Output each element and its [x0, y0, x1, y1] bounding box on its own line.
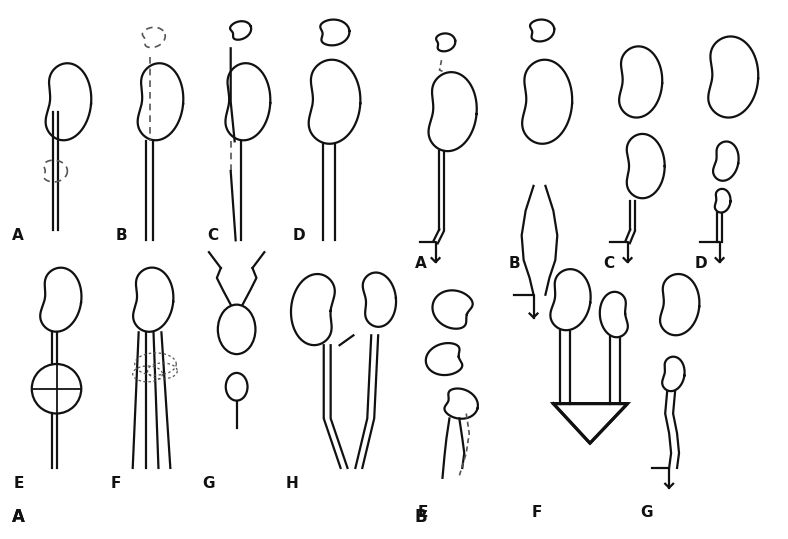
Text: G: G	[202, 476, 214, 490]
Text: A: A	[12, 508, 25, 527]
Text: G: G	[641, 506, 653, 521]
Text: A: A	[12, 229, 24, 243]
Text: D: D	[695, 256, 708, 271]
Text: F: F	[111, 476, 121, 490]
Text: B: B	[509, 256, 520, 271]
Text: E: E	[418, 506, 428, 521]
Text: B: B	[116, 229, 128, 243]
Text: C: C	[207, 229, 218, 243]
Text: H: H	[286, 476, 299, 490]
Text: A: A	[12, 508, 25, 527]
Text: F: F	[532, 506, 542, 521]
Text: A: A	[414, 256, 426, 271]
Text: E: E	[14, 476, 24, 490]
Text: C: C	[603, 256, 614, 271]
Text: B: B	[414, 508, 427, 527]
Text: D: D	[293, 229, 306, 243]
